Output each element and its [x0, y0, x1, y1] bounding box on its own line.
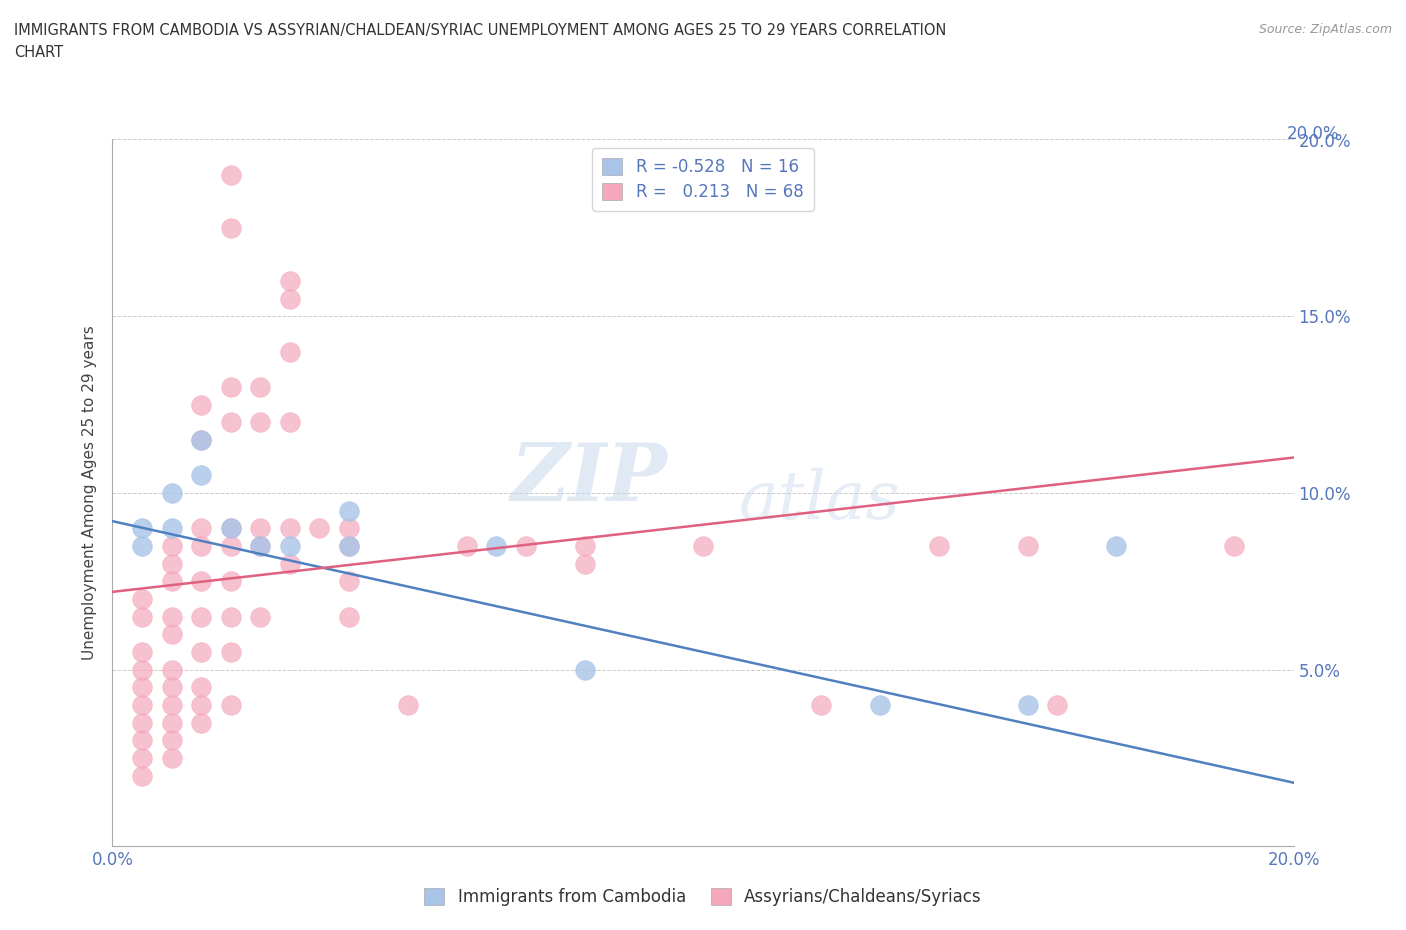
Point: [160, 521, 183, 536]
Point: [1105, 538, 1128, 553]
Point: [219, 609, 242, 624]
Point: [131, 751, 153, 765]
Point: [219, 574, 242, 589]
Point: [515, 538, 537, 553]
Point: [928, 538, 950, 553]
Point: [190, 680, 212, 695]
Point: [219, 538, 242, 553]
Legend: R = -0.528   N = 16, R =   0.213   N = 68: R = -0.528 N = 16, R = 0.213 N = 68: [592, 148, 814, 211]
Point: [574, 556, 596, 571]
Point: [160, 556, 183, 571]
Point: [278, 291, 301, 306]
Point: [131, 715, 153, 730]
Point: [160, 698, 183, 712]
Point: [160, 733, 183, 748]
Point: [190, 574, 212, 589]
Point: [574, 662, 596, 677]
Point: [219, 415, 242, 430]
Point: [249, 521, 271, 536]
Point: [190, 644, 212, 659]
Point: [190, 432, 212, 447]
Point: [219, 698, 242, 712]
Point: [485, 538, 508, 553]
Point: [396, 698, 419, 712]
Point: [190, 538, 212, 553]
Point: [249, 609, 271, 624]
Point: [278, 521, 301, 536]
Point: [456, 538, 478, 553]
Point: [160, 574, 183, 589]
Text: atlas: atlas: [738, 468, 900, 533]
Point: [160, 609, 183, 624]
Point: [1017, 538, 1039, 553]
Point: [1223, 538, 1246, 553]
Point: [190, 432, 212, 447]
Text: CHART: CHART: [14, 45, 63, 60]
Point: [131, 521, 153, 536]
Point: [160, 627, 183, 642]
Point: [574, 538, 596, 553]
Point: [190, 609, 212, 624]
Point: [160, 485, 183, 500]
Point: [160, 715, 183, 730]
Point: [1046, 698, 1069, 712]
Point: [190, 715, 212, 730]
Point: [131, 591, 153, 606]
Point: [278, 538, 301, 553]
Point: [190, 468, 212, 483]
Point: [131, 733, 153, 748]
Point: [160, 680, 183, 695]
Point: [131, 662, 153, 677]
Point: [278, 273, 301, 288]
Point: [219, 644, 242, 659]
Point: [219, 167, 242, 182]
Point: [249, 538, 271, 553]
Point: [337, 521, 360, 536]
Point: [869, 698, 891, 712]
Point: [219, 379, 242, 394]
Point: [160, 538, 183, 553]
Y-axis label: Unemployment Among Ages 25 to 29 years: Unemployment Among Ages 25 to 29 years: [82, 326, 97, 660]
Point: [190, 521, 212, 536]
Text: IMMIGRANTS FROM CAMBODIA VS ASSYRIAN/CHALDEAN/SYRIAC UNEMPLOYMENT AMONG AGES 25 : IMMIGRANTS FROM CAMBODIA VS ASSYRIAN/CHA…: [14, 23, 946, 38]
Legend: Immigrants from Cambodia, Assyrians/Chaldeans/Syriacs: Immigrants from Cambodia, Assyrians/Chal…: [418, 881, 988, 912]
Point: [131, 768, 153, 783]
Point: [131, 644, 153, 659]
Text: Source: ZipAtlas.com: Source: ZipAtlas.com: [1258, 23, 1392, 36]
Point: [131, 698, 153, 712]
Text: 20.0%: 20.0%: [1286, 125, 1339, 142]
Point: [190, 397, 212, 412]
Point: [278, 556, 301, 571]
Point: [131, 609, 153, 624]
Point: [278, 415, 301, 430]
Point: [337, 609, 360, 624]
Point: [337, 538, 360, 553]
Point: [190, 698, 212, 712]
Point: [249, 379, 271, 394]
Point: [160, 751, 183, 765]
Text: ZIP: ZIP: [510, 440, 668, 517]
Point: [337, 574, 360, 589]
Point: [131, 538, 153, 553]
Point: [219, 521, 242, 536]
Point: [219, 220, 242, 235]
Point: [278, 344, 301, 359]
Point: [337, 503, 360, 518]
Point: [249, 538, 271, 553]
Point: [131, 680, 153, 695]
Point: [308, 521, 330, 536]
Point: [692, 538, 714, 553]
Point: [337, 538, 360, 553]
Point: [249, 415, 271, 430]
Point: [219, 521, 242, 536]
Point: [160, 662, 183, 677]
Point: [1017, 698, 1039, 712]
Point: [810, 698, 832, 712]
